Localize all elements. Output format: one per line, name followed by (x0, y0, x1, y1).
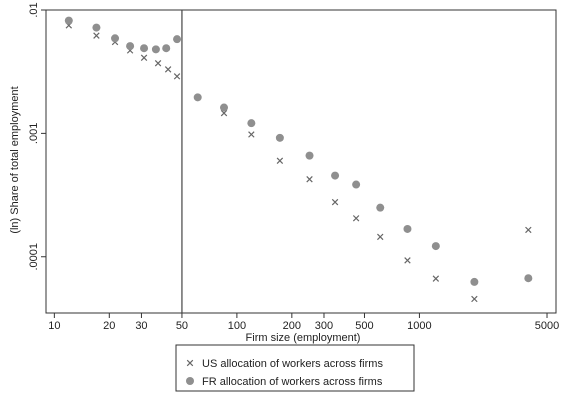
point-us-14 (377, 233, 384, 241)
point-us-9 (248, 131, 255, 138)
point-fr-10 (247, 119, 256, 128)
point-fr-19 (524, 274, 533, 283)
x-tick-label-100: 100 (228, 320, 246, 332)
legend-marker-us (186, 359, 194, 367)
point-fr-1 (92, 23, 101, 32)
axes: 10 20 30 50 100 200 300 500 1000 5000 .01 .001 .0001 (28, 2, 559, 332)
legend-label-us: US allocation of workers across firms (202, 358, 383, 370)
point-fr-17 (431, 242, 440, 251)
legend-box (175, 344, 415, 392)
point-fr-11 (275, 133, 284, 142)
x-tick-label-5000: 5000 (535, 320, 559, 332)
point-us-18 (525, 226, 532, 234)
point-us-13 (352, 215, 360, 222)
x-tick-label-300: 300 (315, 320, 333, 332)
y-axis-title: (ln) Share of total employment (9, 86, 21, 233)
legend-label-fr: FR allocation of workers across firms (202, 376, 383, 388)
point-us-1 (93, 32, 100, 39)
y-tick-label-2: .0001 (28, 243, 40, 271)
point-fr-0 (64, 16, 73, 25)
point-fr-16 (403, 224, 412, 233)
point-us-5 (154, 60, 162, 67)
x-axis-title: Firm size (employment) (246, 332, 361, 344)
point-us-6 (164, 66, 172, 73)
point-fr-8 (193, 93, 202, 102)
point-us-4 (140, 54, 148, 61)
point-fr-6 (162, 44, 171, 53)
point-us-11 (306, 175, 313, 183)
y-tick-label-1: .001 (28, 123, 40, 144)
point-fr-18 (470, 277, 479, 286)
point-fr-7 (173, 35, 182, 44)
x-tick-label-50: 50 (176, 320, 188, 332)
legend: US allocation of workers across firms FR … (175, 344, 415, 392)
point-us-7 (173, 73, 181, 80)
x-tick-label-30: 30 (135, 320, 147, 332)
point-fr-13 (331, 171, 340, 180)
point-fr-4 (140, 44, 149, 53)
point-us-8 (220, 109, 228, 117)
legend-marker-fr (186, 377, 194, 385)
y-tick-label-0: .01 (28, 2, 40, 17)
point-fr-15 (376, 203, 385, 212)
point-fr-3 (126, 42, 135, 51)
point-us-10 (276, 157, 284, 164)
x-tick-label-200: 200 (283, 320, 301, 332)
point-fr-12 (305, 151, 314, 160)
x-tick-label-20: 20 (103, 320, 115, 332)
x-tick-label-500: 500 (355, 320, 373, 332)
data-marks (64, 16, 533, 303)
point-fr-2 (111, 34, 120, 43)
x-tick-label-10: 10 (48, 320, 60, 332)
plot-frame (45, 9, 557, 314)
point-us-16 (432, 275, 440, 282)
point-us-12 (331, 198, 339, 206)
point-us-15 (404, 257, 411, 264)
point-fr-14 (352, 180, 361, 189)
point-us-17 (471, 295, 478, 303)
x-tick-label-1000: 1000 (407, 320, 431, 332)
point-fr-9 (220, 103, 229, 112)
plot-area (45, 9, 557, 314)
point-fr-5 (151, 45, 160, 54)
